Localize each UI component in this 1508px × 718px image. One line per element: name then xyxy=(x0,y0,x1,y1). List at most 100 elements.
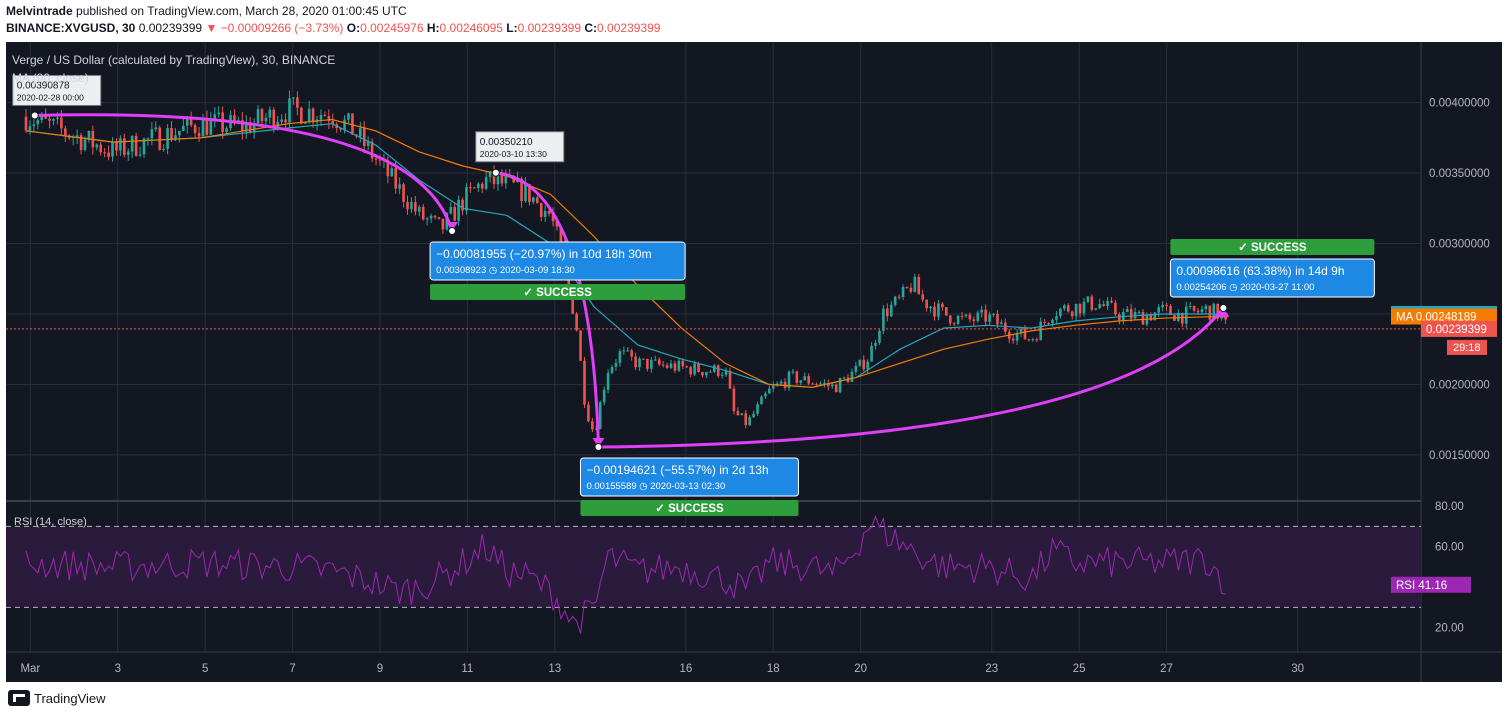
ma-slow-line xyxy=(25,118,1228,388)
candle-body xyxy=(323,114,327,117)
candle-body xyxy=(779,381,783,384)
candle-body xyxy=(547,210,551,214)
candle-body xyxy=(256,109,260,123)
candle-body xyxy=(64,128,67,136)
candle-body xyxy=(834,384,838,393)
candle-body xyxy=(646,358,649,369)
candle-body xyxy=(720,374,724,376)
candle-body xyxy=(272,109,276,129)
candle-body xyxy=(32,124,36,127)
measure-2: ✓ SUCCESS 0.00098616 (63.38%) in 14d 9h 0.… xyxy=(1169,239,1375,298)
candle-body xyxy=(1129,308,1133,319)
candle-body xyxy=(952,323,956,325)
candle-body xyxy=(414,202,417,212)
candle-body xyxy=(1110,300,1113,303)
candle-body xyxy=(893,296,897,305)
rsi-indicator-label[interactable]: RSI (14, close) xyxy=(14,516,87,528)
success-badge-0[interactable] xyxy=(430,283,686,300)
footer-brand[interactable]: TradingView xyxy=(34,690,106,706)
candle-body xyxy=(394,168,398,189)
candle-body xyxy=(48,118,51,121)
candle-body xyxy=(1200,309,1204,313)
tradingview-logo-icon[interactable] xyxy=(8,690,30,706)
candle-body xyxy=(665,365,669,368)
candle-body xyxy=(79,135,83,151)
candle-body xyxy=(453,206,456,221)
candle-body xyxy=(602,389,606,403)
candle-body xyxy=(945,307,948,316)
candle-body xyxy=(351,113,354,135)
anchor-point-3 xyxy=(594,443,603,452)
chart-area[interactable]: 0.00390878 2020-02-28 00:00 0.00350210 2020… xyxy=(6,42,1502,682)
candle-body xyxy=(449,206,453,214)
candle-body xyxy=(496,175,500,185)
candle-body xyxy=(366,141,370,146)
measure-box-0[interactable] xyxy=(429,241,686,281)
candle-body xyxy=(1082,301,1086,314)
candle-body xyxy=(241,120,244,132)
candle-body xyxy=(941,303,944,308)
candle-body xyxy=(123,138,126,155)
candle-body xyxy=(126,151,130,155)
candle-body xyxy=(197,133,201,137)
candle-body xyxy=(284,119,287,123)
candle-body xyxy=(638,358,641,368)
candle-body xyxy=(362,128,366,146)
candle-body xyxy=(75,135,79,137)
success-badge-1[interactable] xyxy=(580,500,799,517)
candle-body xyxy=(783,381,787,388)
measure-0: ✓ SUCCESS −0.00081955 (−20.97%) in 10d 18… xyxy=(429,241,686,300)
candle-body xyxy=(748,417,751,426)
candle-body xyxy=(473,187,476,189)
candle-body xyxy=(681,360,685,367)
candle-body xyxy=(280,119,283,122)
arrow-head-1 xyxy=(592,438,605,448)
candle-body xyxy=(1055,316,1058,320)
x-tick-8: 18 xyxy=(767,663,780,675)
candle-body xyxy=(115,142,118,151)
ma-indicator-label[interactable]: MA (90, close) xyxy=(12,71,89,85)
y-tick-3: 0.00200000 xyxy=(1429,379,1490,391)
candle-body xyxy=(221,112,224,132)
candle-body xyxy=(960,315,964,317)
candle-body xyxy=(445,213,449,230)
candle-body xyxy=(657,359,661,365)
publisher-name[interactable]: Melvintrade xyxy=(6,4,73,18)
candle-body xyxy=(1118,314,1121,321)
candle-body xyxy=(701,371,704,376)
candle-body xyxy=(815,384,818,386)
candle-body xyxy=(488,171,492,178)
close-label: C: xyxy=(584,21,598,35)
candle-body xyxy=(142,138,146,155)
measure-box-2[interactable] xyxy=(1169,258,1375,298)
ma-fast-line xyxy=(25,123,1228,388)
candle-body xyxy=(268,109,272,118)
candle-body xyxy=(543,210,547,217)
candle-body xyxy=(1074,303,1078,317)
candle-body xyxy=(1212,303,1216,320)
candle-body xyxy=(406,201,409,210)
measure-box-1[interactable] xyxy=(579,457,799,497)
x-tick-11: 25 xyxy=(1073,663,1086,675)
candle-body xyxy=(587,404,590,422)
success-badge-2[interactable] xyxy=(1170,239,1375,256)
candle-body xyxy=(292,97,295,99)
x-tick-10: 23 xyxy=(985,663,998,675)
arrow-head-2 xyxy=(1217,308,1230,318)
candle-body xyxy=(1208,305,1212,320)
publisher-line: Melvintrade published on TradingView.com… xyxy=(6,4,407,18)
candle-body xyxy=(685,366,689,368)
candle-body xyxy=(764,393,767,397)
candle-body xyxy=(469,187,472,189)
candle-body xyxy=(886,308,889,317)
candle-body xyxy=(1039,321,1043,341)
candle-body xyxy=(307,108,311,123)
candle-body xyxy=(429,215,433,219)
candle-body xyxy=(1047,322,1050,324)
candle-body xyxy=(193,125,197,134)
candle-body xyxy=(606,372,610,390)
candle-body xyxy=(260,109,264,122)
candle-body xyxy=(225,128,228,132)
candle-body xyxy=(1165,304,1168,307)
